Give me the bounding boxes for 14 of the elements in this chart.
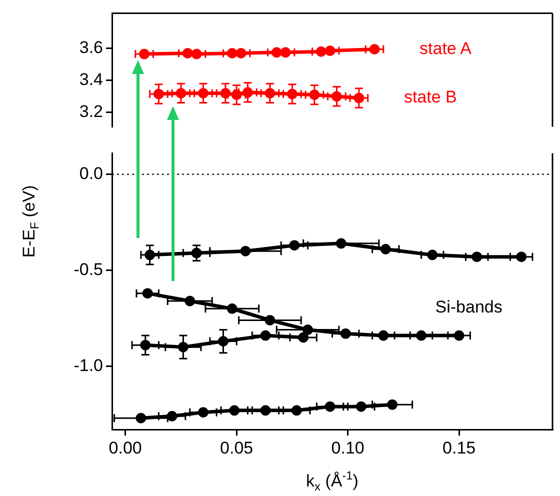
x-tick-label: 0.15 xyxy=(442,438,476,458)
y-tick-label: -0.5 xyxy=(74,260,103,279)
y-tick-label: 3.4 xyxy=(79,70,103,90)
y-axis-title: E-EF (eV) xyxy=(20,185,42,258)
annotation: Si-bands xyxy=(435,298,502,317)
text: state A xyxy=(420,38,472,58)
y-tick-label: 0.0 xyxy=(79,164,103,183)
y-tick-label: 3.6 xyxy=(79,38,103,58)
x-tick-label: 0.00 xyxy=(108,438,142,458)
y-tick-label: 3.2 xyxy=(79,102,103,122)
x-tick-label: 0.05 xyxy=(220,438,254,458)
x-tick-label: 0.10 xyxy=(331,438,364,458)
y-tick-label: -1.0 xyxy=(74,356,103,375)
text: state B xyxy=(404,88,457,107)
